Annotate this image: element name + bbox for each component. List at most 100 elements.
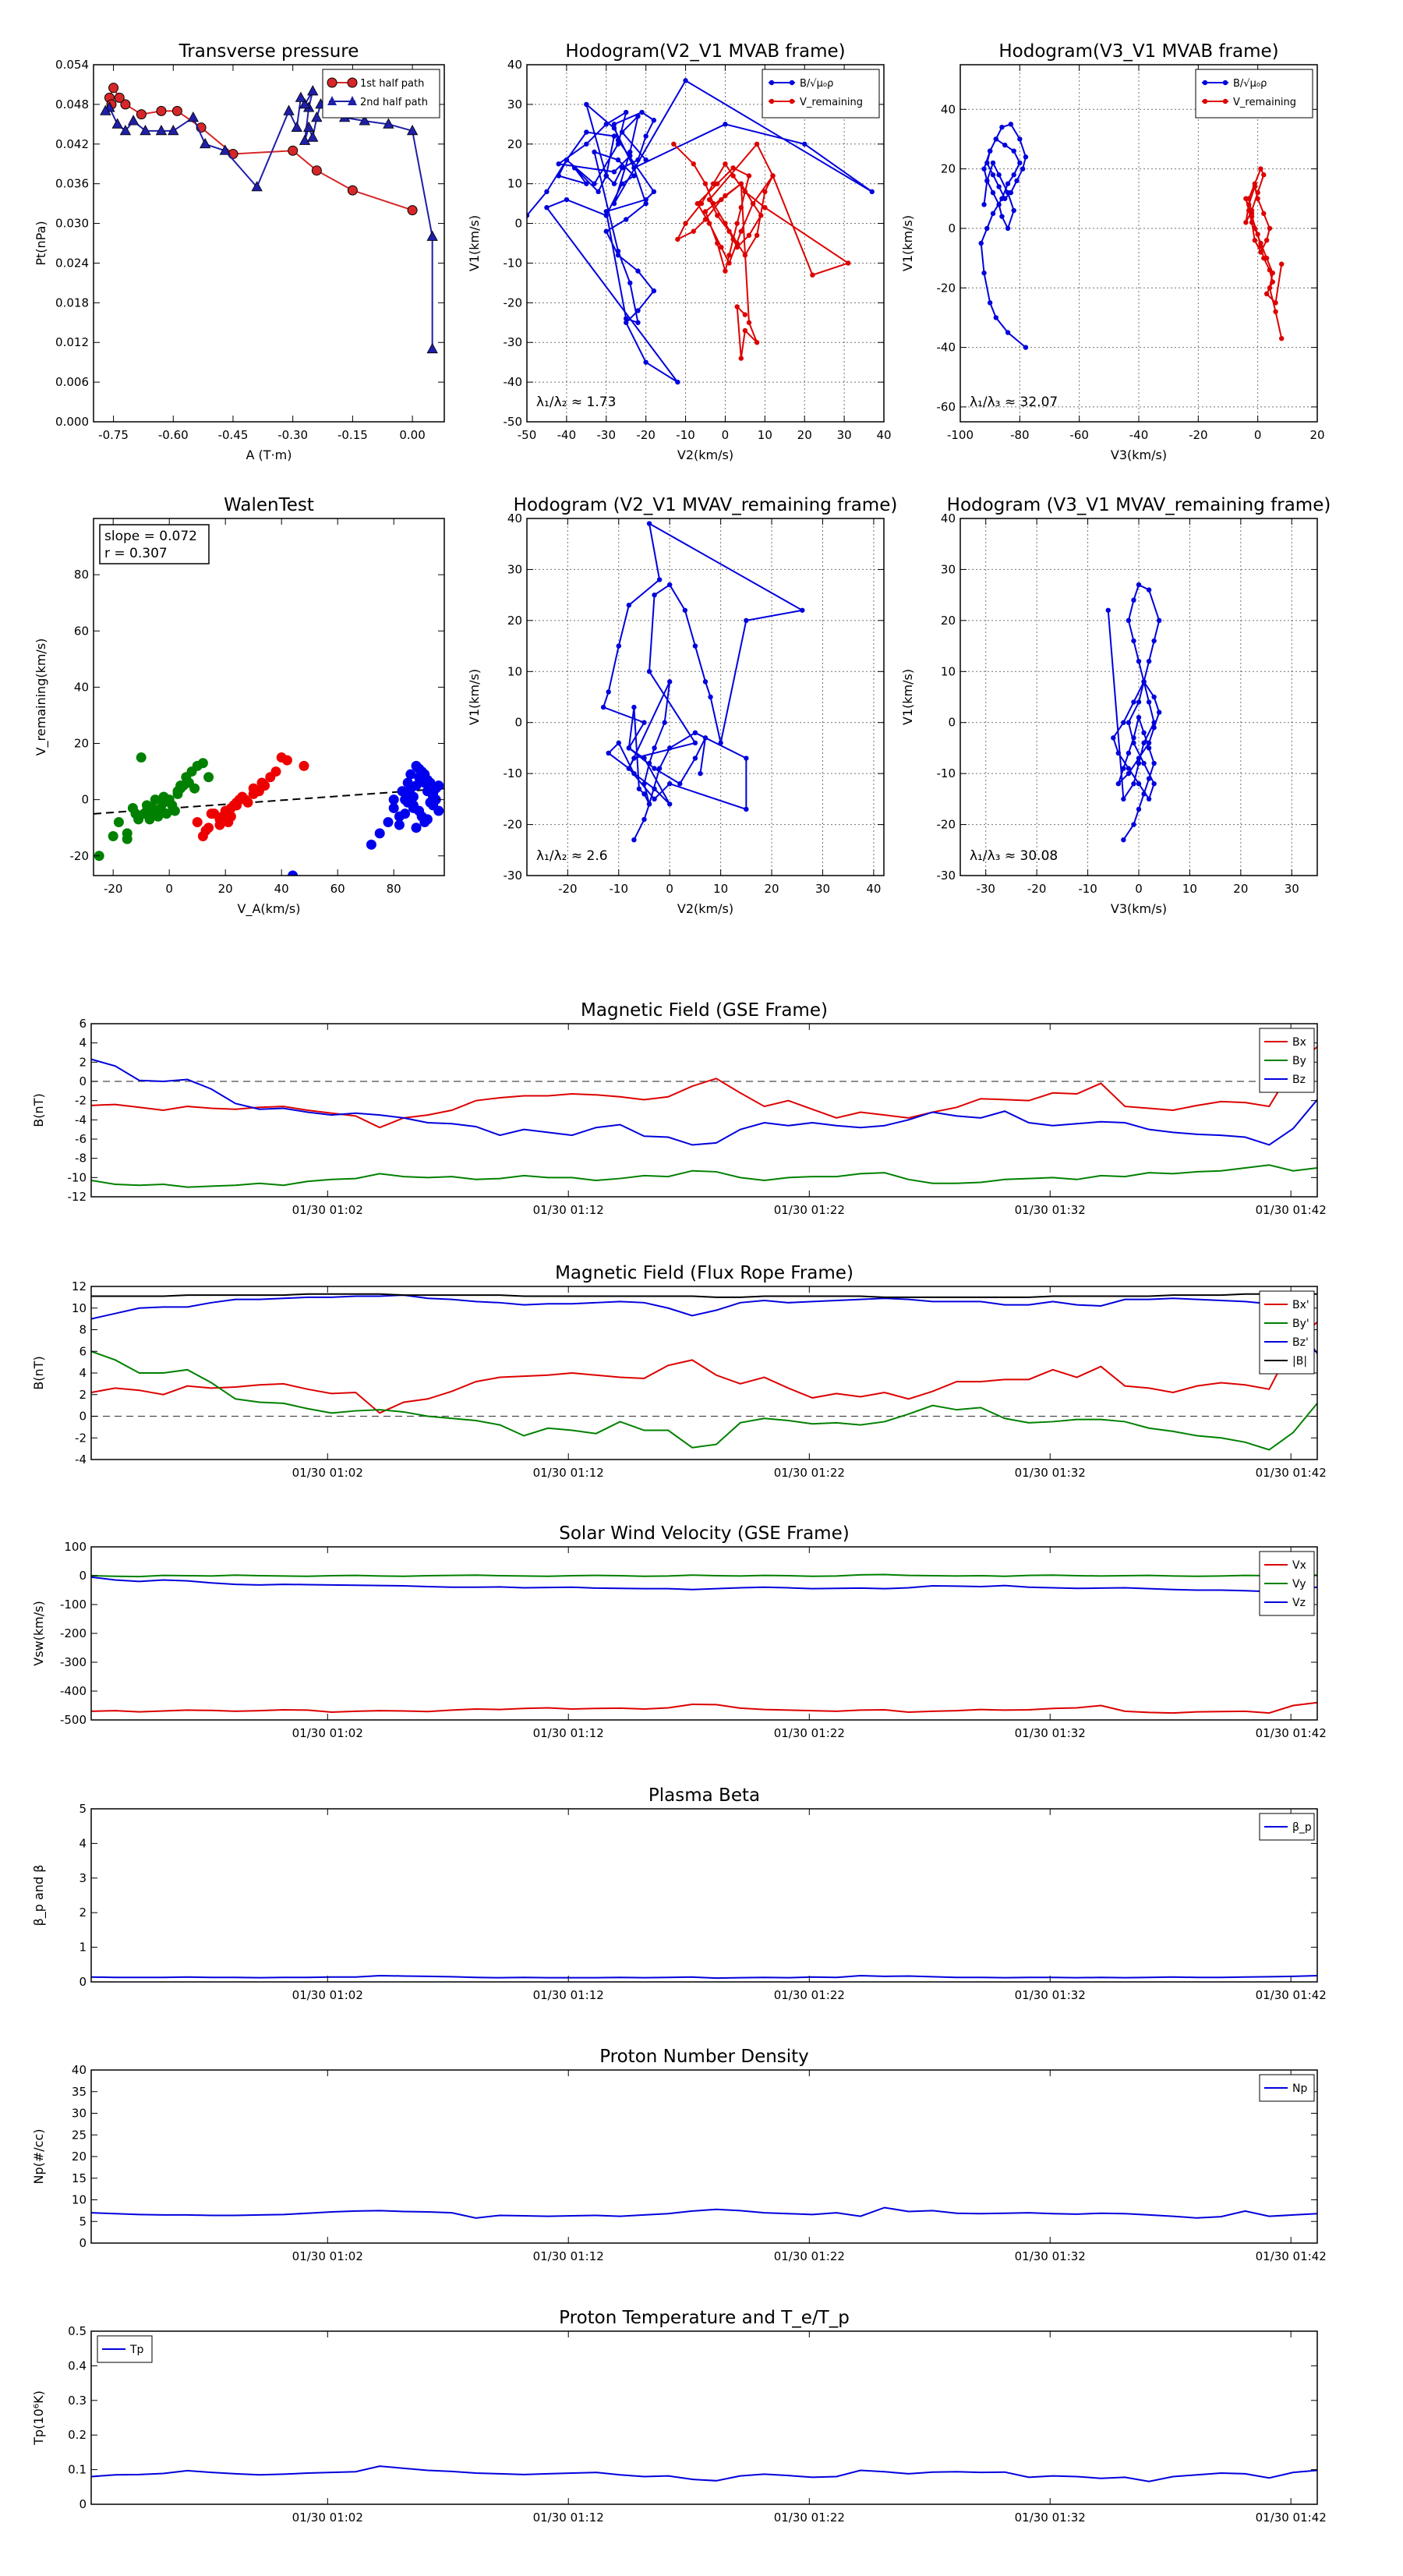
data-point [359,115,370,126]
series-line--p [91,1975,1317,1980]
data-point [846,260,851,266]
x-tick-label: -0.15 [337,428,368,442]
y-tick-label: -4 [75,1113,87,1127]
legend-label: B/√μ₀ρ [800,78,833,90]
data-point [402,777,413,788]
legend-label: |B| [1292,1355,1307,1368]
data-point [990,211,996,217]
y-tick-label: -40 [504,375,523,389]
data-point [635,308,641,313]
data-point [288,145,299,156]
legend-label: Bz [1292,1074,1306,1086]
data-point [347,185,358,196]
x-tick-label: 0 [165,882,173,896]
data-point [698,200,705,207]
data-point [228,800,239,811]
data-point [631,173,637,179]
y-tick-label: 0 [948,221,956,235]
data-point [1121,837,1126,843]
data-point [615,157,621,163]
y-tick-label: 4 [79,1836,87,1850]
data-point [734,221,740,226]
data-point [627,153,633,159]
y-tick-label: -6 [75,1132,87,1146]
y-axis-label: Np(#/cc) [31,2129,46,2185]
data-point [603,209,609,214]
data-point [738,205,744,211]
x-tick-label: -40 [557,428,577,442]
data-point [564,157,570,163]
x-axis-label: A (T·m) [246,448,292,462]
y-tick-label: 0 [514,716,522,730]
data-point [698,770,703,777]
data-point [616,740,621,746]
data-point [800,607,805,613]
legend-box [1195,69,1313,119]
y-axis-label: β_p and β [31,1865,47,1927]
y-tick-label: 0 [79,1074,87,1088]
legend-marker [789,80,795,86]
data-point [996,202,1002,207]
time-tick-label: 01/30 01:32 [1015,1466,1086,1480]
y-tick-label: 100 [64,1540,87,1554]
x-tick-label: 20 [1233,882,1248,896]
data-point [150,794,161,805]
x-tick-label: 10 [758,428,772,442]
plot-frame [90,1546,1318,1721]
y-tick-label: 40 [507,58,522,72]
data-point [407,205,418,216]
data-point [742,312,748,317]
data-point [1263,237,1270,243]
data-point [422,814,433,825]
timeseries-proton-density: 0 5 10 15 20 25 30 35 40 01/30 01:02 01/30 01:12 01… [31,2047,1327,2263]
data-point [675,236,680,242]
data-point [611,122,617,127]
timeseries-title: Magnetic Field (GSE Frame) [581,1000,828,1021]
series-group-0 [600,521,805,843]
data-point [702,679,709,685]
data-point [1005,225,1011,232]
data-point [394,819,405,830]
data-point [383,118,394,129]
x-tick-label: -20 [558,882,578,896]
data-point [1115,781,1122,787]
y-tick-label: 6 [79,1017,87,1031]
chart-walen-test: -20 0 20 40 60 80 -20 0 20 40 60 80 WalenTest V_A(km/… [34,495,445,917]
legend-marker [327,96,337,105]
data-point [1249,214,1255,219]
y-tick-label: 6 [79,1344,87,1358]
data-point [677,781,683,787]
series-group-2 [288,760,444,876]
data-point [1131,699,1136,705]
plot-area [1105,582,1162,843]
y-tick-label: 30 [72,2107,87,2121]
data-point [636,786,642,791]
x-axis-label: V3(km/s) [1111,448,1167,462]
data-point [406,124,419,136]
time-tick-label: 01/30 01:02 [292,1726,363,1740]
series-line-by- [91,1350,1317,1451]
x-tick-label: 40 [274,882,289,896]
x-tick-label: -30 [597,428,617,442]
data-point [643,196,648,203]
plot-frame [93,64,445,423]
data-point [675,379,680,385]
data-point [692,740,698,746]
data-point [624,316,629,321]
data-point [1008,122,1014,127]
data-point [217,811,228,822]
data-point [270,766,281,777]
data-point [1255,189,1260,196]
data-point [802,141,808,147]
annotation-box [99,524,210,564]
data-point [667,781,673,787]
data-point [114,92,125,103]
chart-title: Hodogram(V3_V1 MVAB frame) [998,41,1278,62]
data-point [584,101,589,108]
data-point [1023,345,1029,350]
y-tick-label: 20 [507,137,522,151]
data-point [584,141,589,147]
data-point [1131,638,1136,644]
data-point [734,240,740,246]
data-point [710,181,716,186]
